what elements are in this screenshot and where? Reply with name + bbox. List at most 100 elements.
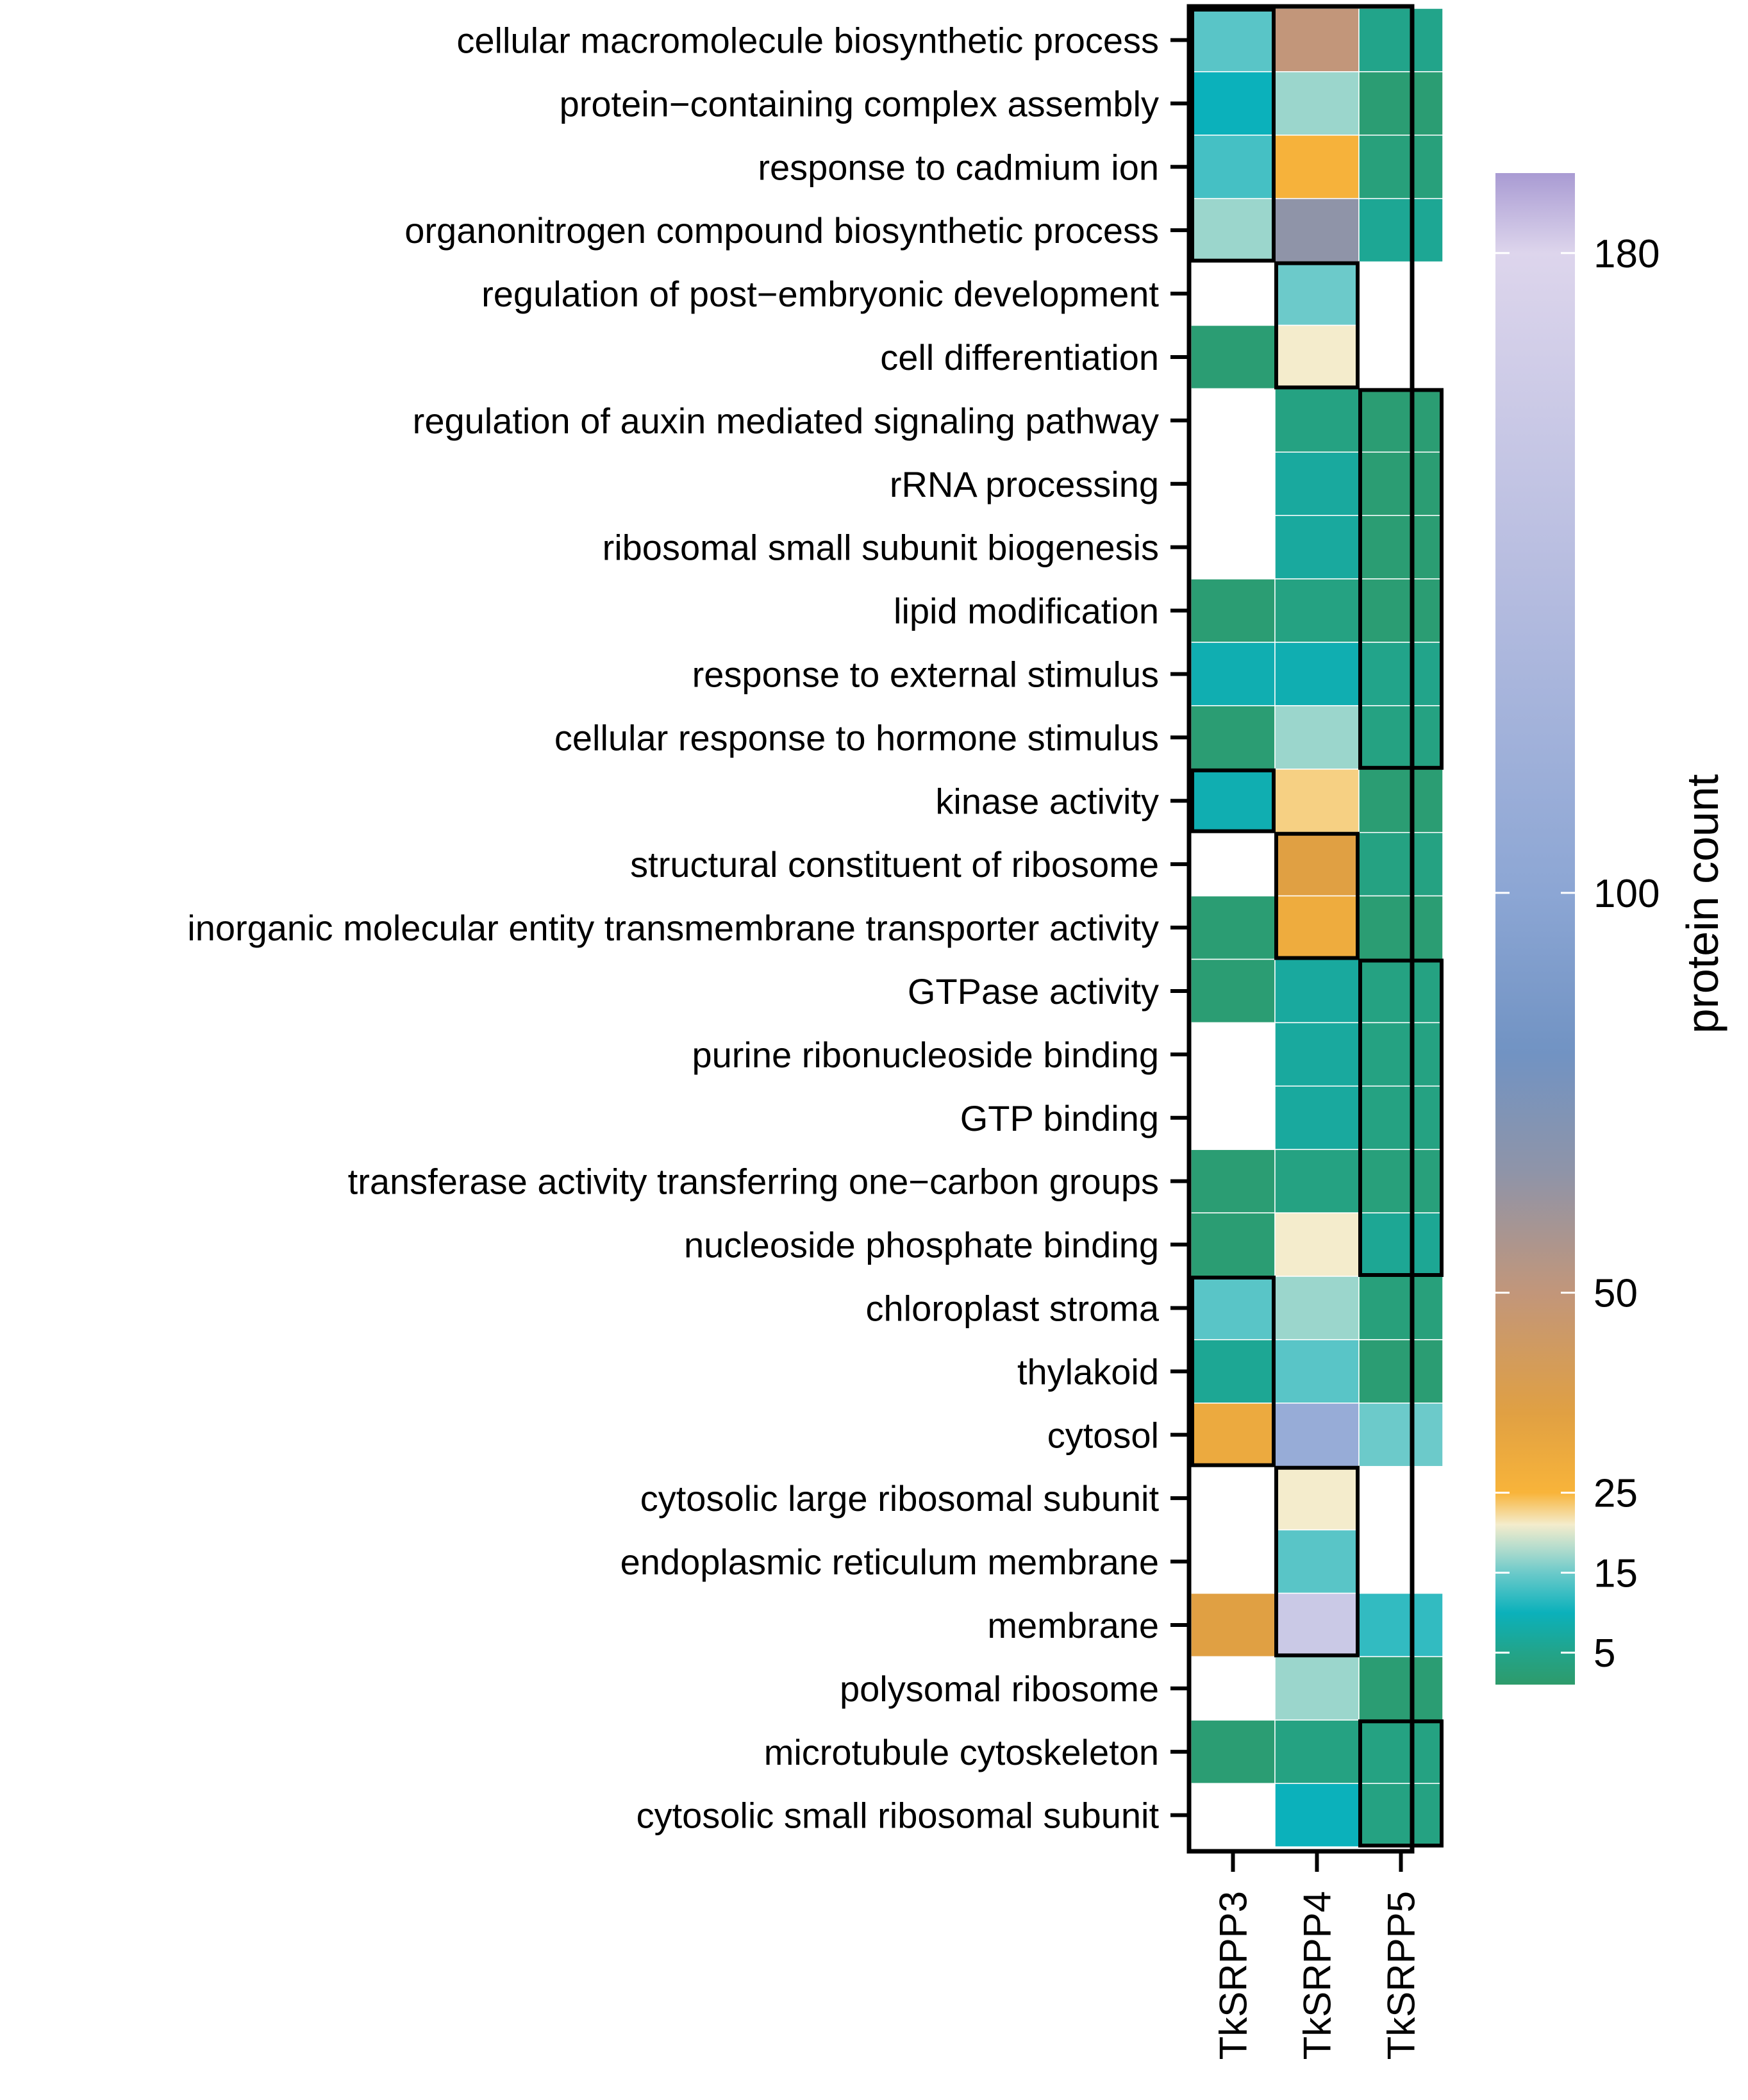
heatmap-cell [1358, 515, 1444, 579]
row-label: chloroplast stroma [865, 1288, 1159, 1328]
row-label: regulation of post−embryonic development [481, 274, 1159, 314]
heatmap-cell [1274, 1339, 1360, 1404]
heatmap-cell [1190, 769, 1276, 833]
heatmap-cell [1358, 769, 1444, 833]
highlight-group-border [1190, 768, 1276, 833]
column-labels: TkSRPP3 TkSRPP4 TkSRPP5 [1212, 1891, 1423, 2060]
heatmap-cell [1274, 261, 1360, 326]
heatmap-cell [1274, 1085, 1360, 1150]
heatmap-cell [1190, 197, 1276, 263]
row-label: structural constituent of ribosome [630, 844, 1159, 885]
heatmap-cell [1274, 1276, 1360, 1340]
heatmap-cell [1274, 135, 1360, 199]
heatmap-cell [1190, 71, 1276, 136]
colorbar-ticks [1495, 252, 1575, 1654]
heatmap-cell [1190, 705, 1276, 770]
heatmap-cell [1274, 769, 1360, 833]
heatmap-cell [1358, 1212, 1444, 1277]
heatmap-cell [1274, 958, 1360, 1024]
highlight-group-border [1358, 388, 1444, 770]
heatmap-cell [1358, 1783, 1444, 1847]
heatmap-cell [1190, 1719, 1276, 1784]
colorbar-tick-label: 5 [1594, 1631, 1615, 1676]
highlight-group-border [1274, 1465, 1360, 1658]
row-label: transferase activity transferring one−ca… [348, 1162, 1159, 1202]
heatmap-cell [1274, 8, 1360, 72]
heatmap-cell [1358, 1149, 1444, 1213]
heatmap-cell [1190, 8, 1276, 72]
heatmap-cell [1358, 388, 1444, 453]
heatmap-cell [1358, 1592, 1444, 1658]
colorbar-tick-label: 50 [1594, 1272, 1638, 1316]
heatmap-cell [1358, 705, 1444, 770]
heatmap-cell [1358, 197, 1444, 263]
colorbar-tick-label: 15 [1594, 1551, 1638, 1596]
heatmap-cell [1190, 1276, 1276, 1340]
heatmap-cell [1358, 451, 1444, 516]
heatmap-cell [1358, 642, 1444, 706]
heatmap-cell [1358, 135, 1444, 199]
colorbar-tick-label: 180 [1594, 232, 1660, 276]
row-label: cytosolic large ribosomal subunit [640, 1478, 1160, 1519]
row-label: rRNA processing [890, 464, 1159, 504]
highlight-group-border [1274, 261, 1360, 390]
row-label: organonitrogen compound biosynthetic pro… [404, 210, 1159, 251]
row-label: cellular response to hormone stimulus [554, 717, 1159, 758]
heatmap-cell [1190, 578, 1276, 643]
heatmap-cell [1274, 1719, 1360, 1784]
highlight-group-border [1190, 8, 1276, 263]
row-labels: cellular macromolecule biosynthetic proc… [187, 20, 1160, 1835]
row-label: protein−containing complex assembly [560, 83, 1159, 124]
heatmap-cell [1358, 1276, 1444, 1340]
heatmap-cell [1190, 1403, 1276, 1467]
highlight-group-border [1274, 831, 1360, 960]
row-label: regulation of auxin mediated signaling p… [413, 401, 1159, 441]
row-label: polysomal ribosome [840, 1669, 1159, 1709]
heatmap-cell [1358, 1339, 1444, 1404]
heatmap-cell [1358, 71, 1444, 136]
row-label: inorganic molecular entity transmembrane… [187, 908, 1159, 948]
column-label: TkSRPP5 [1380, 1891, 1423, 2060]
highlight-group-border [1190, 1276, 1276, 1467]
row-label: kinase activity [935, 781, 1159, 821]
heatmap-cell [1358, 958, 1444, 1024]
heatmap-cell [1274, 578, 1360, 643]
row-label: microtubule cytoskeleton [764, 1732, 1159, 1772]
heatmap-cell [1190, 1339, 1276, 1404]
heatmap-cell [1190, 1592, 1276, 1658]
colorbar-tick-labels: 5 15 25 50 100 180 [1594, 232, 1660, 1676]
column-label: TkSRPP4 [1296, 1891, 1339, 2060]
highlight-group-border [1358, 958, 1444, 1277]
row-label: GTPase activity [908, 971, 1159, 1012]
heatmap-cell [1358, 1719, 1444, 1784]
row-label: nucleoside phosphate binding [684, 1225, 1159, 1265]
row-label: ribosomal small subunit biogenesis [603, 528, 1159, 568]
heatmap-cell [1274, 1022, 1360, 1087]
column-label: TkSRPP3 [1212, 1891, 1255, 2060]
heatmap-cell [1190, 1149, 1276, 1213]
row-label: GTP binding [960, 1098, 1159, 1138]
row-label: membrane [987, 1605, 1159, 1646]
heatmap-cells [1190, 8, 1444, 1847]
row-label: cytosolic small ribosomal subunit [637, 1796, 1160, 1836]
heatmap-cell [1274, 1656, 1360, 1721]
heatmap-cell [1190, 895, 1276, 960]
heatmap-cell [1358, 895, 1444, 960]
heatmap-cell [1274, 642, 1360, 706]
colorbar-title: protein count [1677, 774, 1727, 1034]
panel-border [1186, 4, 1415, 1854]
row-label: response to external stimulus [692, 654, 1159, 694]
heatmap-cell [1190, 1212, 1276, 1277]
colorbar-tick-label: 100 [1594, 872, 1660, 916]
row-label: cellular macromolecule biosynthetic proc… [456, 20, 1159, 60]
heatmap-cell [1358, 1656, 1444, 1721]
heatmap-cell [1190, 324, 1276, 390]
row-label: cell differentiation [880, 337, 1159, 378]
heatmap-cell [1274, 515, 1360, 579]
heatmap-cell [1190, 135, 1276, 199]
heatmap-cell [1274, 1212, 1360, 1277]
heatmap-cell [1190, 642, 1276, 706]
heatmap-cell [1274, 451, 1360, 516]
heatmap-cell [1274, 1592, 1360, 1658]
